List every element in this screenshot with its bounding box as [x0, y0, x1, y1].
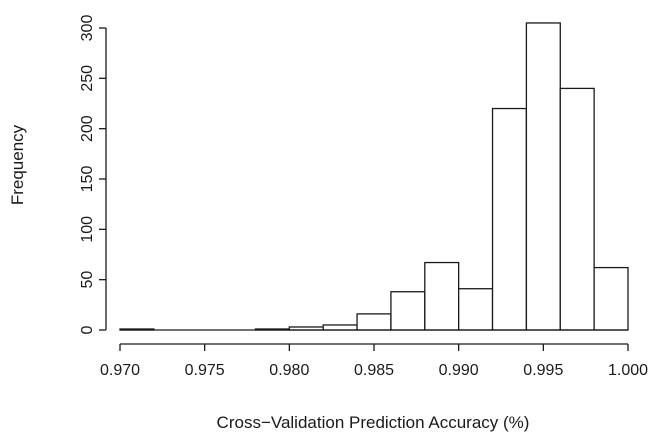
x-tick-label: 1.000: [608, 362, 648, 379]
histogram-bar: [458, 288, 494, 331]
histogram-bar: [525, 22, 561, 331]
histogram-bar: [322, 324, 358, 331]
y-tick-label: 200: [79, 115, 96, 142]
bars-layer: [119, 22, 629, 331]
x-axis-title: Cross−Validation Prediction Accuracy (%): [217, 413, 530, 432]
x-tick-label: 0.980: [269, 362, 309, 379]
y-tick-label: 150: [79, 166, 96, 193]
y-axis: 0 50 100 150 200 250 300: [79, 15, 107, 334]
x-tick-label: 0.995: [523, 362, 563, 379]
y-tick-label: 250: [79, 65, 96, 92]
x-tick-label: 0.970: [100, 362, 140, 379]
y-tick-label: 0: [79, 325, 96, 334]
y-axis-title: Frequency: [8, 124, 27, 205]
x-axis: 0.970 0.975 0.980 0.985 0.990 0.995 1.000: [100, 343, 648, 379]
x-tick-label: 0.985: [354, 362, 394, 379]
x-tick-label: 0.975: [185, 362, 225, 379]
histogram-bar: [356, 313, 392, 331]
histogram-bar: [491, 107, 528, 331]
y-tick-label: 50: [79, 271, 96, 289]
histogram-bar: [424, 261, 460, 331]
histogram-bar: [559, 87, 595, 331]
y-tick-label: 300: [79, 15, 96, 42]
histogram-bar: [593, 266, 629, 331]
histogram-bar: [390, 291, 426, 331]
x-tick-label: 0.990: [439, 362, 479, 379]
y-tick-label: 100: [79, 216, 96, 243]
